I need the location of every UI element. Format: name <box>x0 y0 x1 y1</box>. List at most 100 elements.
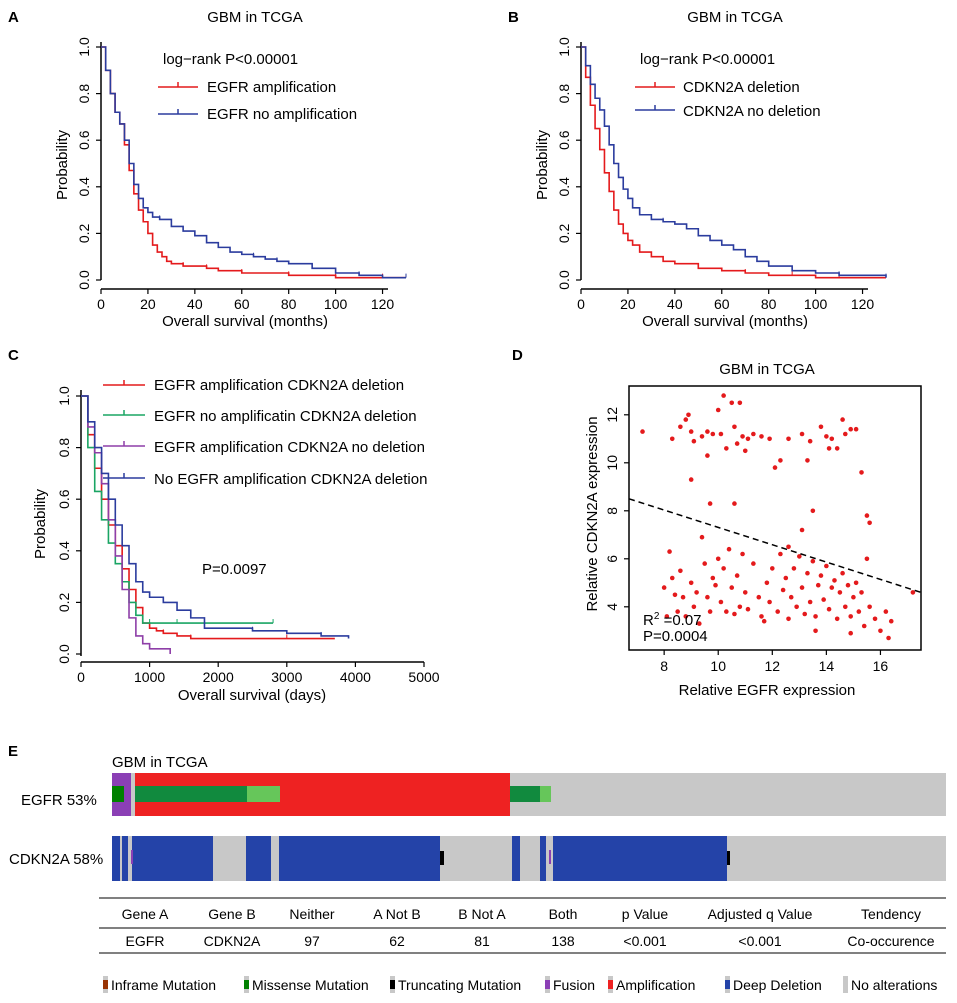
y-tick-label: 0.2 <box>76 223 92 243</box>
egfr-missense-block <box>510 786 540 802</box>
table-header-cell: A Not B <box>373 906 420 922</box>
y-tick-label: 0.6 <box>76 130 92 150</box>
scatter-point <box>829 436 835 442</box>
y-tick-label: 0.6 <box>556 130 572 150</box>
scatter-point <box>856 609 862 614</box>
y-tick-label: 4 <box>604 603 620 611</box>
egfr-missense-block <box>135 786 247 802</box>
x-tick-label: 100 <box>324 296 348 312</box>
legend-label: Inframe Mutation <box>111 977 216 993</box>
y-tick-label: 1.0 <box>556 37 572 57</box>
scatter-point <box>802 611 808 617</box>
cdkn2a-deletion-block <box>553 836 727 881</box>
scatter-point <box>661 585 667 590</box>
x-tick-label: 0 <box>97 296 105 312</box>
table-cell: <0.001 <box>623 933 666 949</box>
scatter-point <box>826 446 832 451</box>
scatter-point <box>867 604 872 610</box>
scatter-point <box>848 630 854 636</box>
scatter-point <box>688 429 694 434</box>
km-plot-b: GBM in TCGA 0 20 40 60 80 100 120 0.0 0.2 0.4 0.6 0… <box>534 9 887 330</box>
x-tick-label: 80 <box>281 296 297 312</box>
legend-label: Missense Mutation <box>252 977 369 993</box>
table-header-cell: Neither <box>289 906 334 922</box>
scatter-point <box>824 563 829 569</box>
scatter-point <box>734 573 740 578</box>
x-tick-label: 40 <box>667 296 683 312</box>
panel-label-e: E <box>8 743 18 760</box>
x-tick-label: 16 <box>873 658 889 674</box>
scatter-point <box>724 446 729 451</box>
scatter-point <box>667 549 672 554</box>
legend-label: EGFR no amplificatin CDKN2A deletion <box>154 408 417 425</box>
scatter-point <box>888 618 894 624</box>
scatter-point <box>810 558 816 564</box>
table-header-cell: Gene B <box>208 906 255 922</box>
scatter-point <box>718 431 724 437</box>
x-tick-label: 5000 <box>408 669 439 685</box>
legend-swatch <box>244 980 249 989</box>
scatter-point <box>664 614 670 619</box>
table-cell: EGFR <box>126 933 165 949</box>
table-header-cell: p Value <box>622 906 669 922</box>
table-cell: 97 <box>304 933 320 949</box>
scatter-point <box>848 426 854 432</box>
y-axis-label: Relative CDKN2A expression <box>584 416 601 611</box>
cdkn2a-truncating-mark <box>727 851 730 865</box>
scatter-point <box>737 604 743 610</box>
scatter-point <box>834 446 840 451</box>
scatter-point <box>791 566 797 571</box>
y-tick-label: 1.0 <box>56 386 72 406</box>
scatter-point <box>724 609 729 614</box>
legend-label: Fusion <box>553 977 595 993</box>
scatter-point <box>729 585 735 590</box>
pvalue-annotation: P=0.0097 <box>202 561 267 578</box>
egfr-missense-block <box>112 786 124 802</box>
scatter-point <box>797 554 802 559</box>
km-curve-series-2 <box>81 395 274 624</box>
scatter-point <box>783 575 789 581</box>
y-tick-label: 0.4 <box>56 541 72 561</box>
x-tick-label: 60 <box>234 296 250 312</box>
scatter-point <box>705 594 710 600</box>
scatter-point <box>705 429 710 434</box>
scatter-point <box>767 436 772 442</box>
track-label-egfr: EGFR 53% <box>21 792 97 809</box>
legend-label: Truncating Mutation <box>398 977 521 993</box>
x-tick-label: 20 <box>140 296 156 312</box>
y-tick-label: 12 <box>604 407 620 423</box>
scatter-point <box>756 594 762 600</box>
table-header-cell: Adjusted q Value <box>708 906 813 922</box>
oncoprint-e: GBM in TCGA EGFR 53% CDKN2A 58% Gene A Ge… <box>9 754 946 993</box>
scatter-point <box>813 628 818 634</box>
km-curve-series-1 <box>81 395 335 640</box>
scatter-point <box>710 431 716 437</box>
x-axis-label: Overall survival (months) <box>642 313 808 330</box>
scatter-point <box>867 520 872 526</box>
scatter-point <box>829 585 835 590</box>
y-tick-label: 1.0 <box>76 37 92 57</box>
panel-label-d: D <box>512 347 523 364</box>
scatter-point <box>805 570 810 576</box>
scatter-point <box>799 527 805 533</box>
scatter-point <box>740 434 745 439</box>
scatter-point <box>815 582 821 588</box>
scatter-point <box>721 566 726 571</box>
table-header-cell: Both <box>549 906 578 922</box>
legend-swatch <box>843 976 848 993</box>
scatter-point <box>688 580 694 586</box>
scatter-point <box>686 412 691 418</box>
legend-label: No EGFR amplification CDKN2A deletion <box>154 471 427 488</box>
scatter-point <box>729 400 735 406</box>
scatter-point <box>764 580 770 586</box>
y-tick-label: 0.8 <box>76 84 92 104</box>
scatter-point <box>799 431 805 437</box>
km-curve-series-3 <box>81 395 171 654</box>
scatter-point <box>780 587 786 593</box>
scatter-point <box>818 573 824 578</box>
x-tick-label: 80 <box>761 296 777 312</box>
scatter-point <box>778 458 783 463</box>
legend-swatch <box>103 980 108 989</box>
scatter-point <box>799 585 805 590</box>
scatter-point <box>751 431 756 437</box>
